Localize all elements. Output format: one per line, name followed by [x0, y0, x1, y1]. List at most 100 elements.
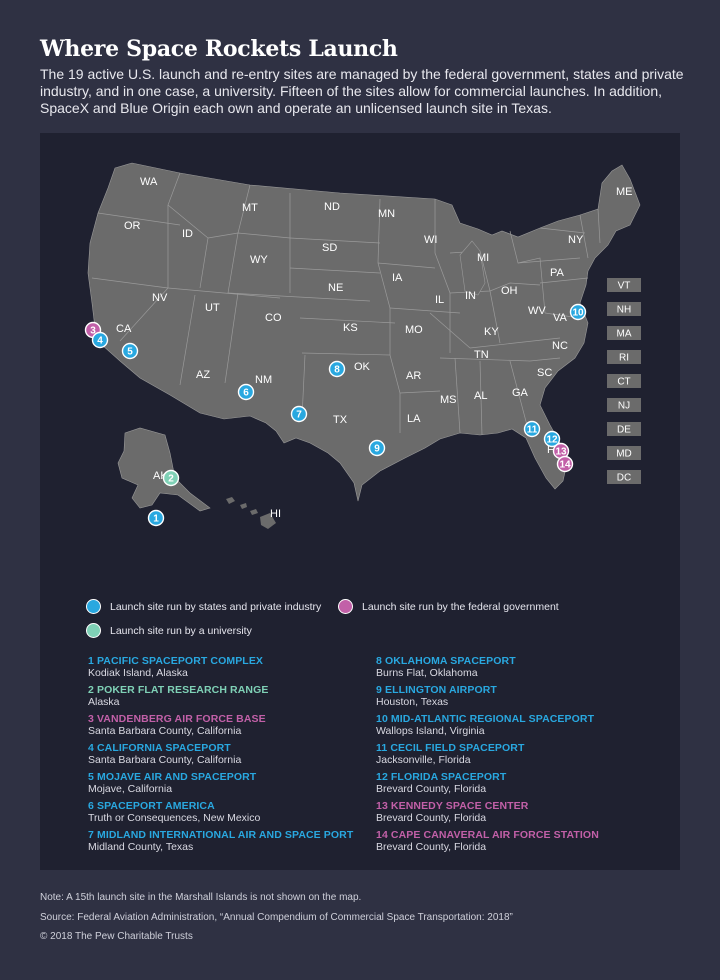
- site-marker-4[interactable]: 4: [91, 331, 109, 349]
- site-name: 12 FLORIDA SPACEPORT: [376, 771, 676, 783]
- site-name: 11 CECIL FIELD SPACEPORT: [376, 742, 676, 754]
- site-number: 8: [376, 655, 382, 667]
- site-name: 8 OKLAHOMA SPACEPORT: [376, 655, 676, 667]
- site-title: OKLAHOMA SPACEPORT: [384, 655, 516, 667]
- site-name: 2 POKER FLAT RESEARCH RANGE: [88, 684, 388, 696]
- state-label-sc: SC: [537, 367, 552, 379]
- state-label-ky: KY: [484, 326, 499, 338]
- svg-text:NH: NH: [617, 305, 631, 316]
- site-number: 3: [88, 713, 94, 725]
- state-label-ut: UT: [205, 302, 220, 314]
- site-marker-10[interactable]: 10: [569, 303, 587, 321]
- site-entry-13: 13 KENNEDY SPACE CENTER Brevard County, F…: [376, 800, 676, 824]
- ne-box-de: DE: [607, 422, 641, 436]
- legend-state-private: Launch site run by states and private in…: [86, 599, 321, 614]
- state-label-ny: NY: [568, 234, 584, 246]
- site-marker-11[interactable]: 11: [523, 420, 541, 438]
- legend-swatch-state-private: [86, 599, 101, 614]
- site-title: FLORIDA SPACEPORT: [390, 771, 507, 783]
- site-marker-8[interactable]: 8: [328, 360, 346, 378]
- state-label-ar: AR: [406, 370, 421, 382]
- site-entry-11: 11 CECIL FIELD SPACEPORT Jacksonville, Fl…: [376, 742, 676, 766]
- site-location: Brevard County, Florida: [376, 841, 487, 853]
- svg-text:5: 5: [127, 347, 133, 358]
- site-title: KENNEDY SPACE CENTER: [390, 800, 529, 812]
- state-borders: [91, 172, 601, 436]
- site-number: 13: [376, 800, 388, 812]
- site-title: MOJAVE AIR AND SPACEPORT: [96, 771, 257, 783]
- state-label-ms: MS: [440, 394, 457, 406]
- map-panel: WA OR MT ND MN ID SD WY WI MI NY ME NV UT CO NE IA IL IN OH…: [40, 133, 680, 870]
- ne-box-md: MD: [607, 446, 641, 460]
- svg-text:3: 3: [90, 326, 96, 337]
- state-label-mi: MI: [477, 252, 489, 264]
- site-number: 10: [376, 713, 388, 725]
- site-name: 13 KENNEDY SPACE CENTER: [376, 800, 676, 812]
- site-title: MIDLAND INTERNATIONAL AIR AND SPACE PORT: [96, 829, 354, 841]
- state-label-az: AZ: [196, 369, 210, 381]
- state-label-in: IN: [465, 290, 476, 302]
- ne-box-ct: CT: [607, 374, 641, 388]
- site-entry-3: 3 VANDENBERG AIR FORCE BASE Santa Barbara…: [88, 713, 388, 737]
- state-label-il: IL: [435, 294, 444, 306]
- legend-label-federal: Launch site run by the federal governmen…: [362, 600, 559, 613]
- site-number: 4: [88, 742, 94, 754]
- site-marker-7[interactable]: 7: [290, 405, 308, 423]
- site-number: 1: [88, 655, 94, 667]
- site-marker-5[interactable]: 5: [121, 342, 139, 360]
- site-number: 7: [88, 829, 94, 841]
- site-name: 1 PACIFIC SPACEPORT COMPLEX: [88, 655, 388, 667]
- ne-box-nj: NJ: [607, 398, 641, 412]
- site-location: Brevard County, Florida: [376, 783, 487, 795]
- site-title: PACIFIC SPACEPORT COMPLEX: [96, 655, 264, 667]
- svg-text:CT: CT: [617, 377, 630, 388]
- site-location: Truth or Consequences, New Mexico: [88, 812, 261, 824]
- state-label-nm: NM: [255, 374, 272, 386]
- site-name: 3 VANDENBERG AIR FORCE BASE: [88, 713, 388, 725]
- state-label-me: ME: [616, 186, 633, 198]
- svg-text:13: 13: [555, 447, 567, 458]
- state-label-tx: TX: [333, 414, 348, 426]
- site-name: 7 MIDLAND INTERNATIONAL AIR AND SPACE PO…: [88, 829, 388, 841]
- site-location: Burns Flat, Oklahoma: [376, 667, 478, 679]
- site-marker-12[interactable]: 12: [543, 430, 561, 448]
- site-marker-14[interactable]: 14: [556, 455, 574, 473]
- site-entry-14: 14 CAPE CANAVERAL AIR FORCE STATION Breva…: [376, 829, 676, 853]
- site-title: MID-ATLANTIC REGIONAL SPACEPORT: [390, 713, 595, 725]
- site-location: Wallops Island, Virginia: [376, 725, 485, 737]
- state-label-or: OR: [124, 220, 141, 232]
- legend-label-state-private: Launch site run by states and private in…: [110, 600, 322, 613]
- site-entry-10: 10 MID-ATLANTIC REGIONAL SPACEPORT Wallop…: [376, 713, 676, 737]
- site-marker-9[interactable]: 9: [368, 439, 386, 457]
- site-name: 6 SPACEPORT AMERICA: [88, 800, 388, 812]
- state-label-ks: KS: [343, 322, 358, 334]
- site-entry-1: 1 PACIFIC SPACEPORT COMPLEX Kodiak Island…: [88, 655, 388, 679]
- site-marker-2[interactable]: 2: [162, 469, 180, 487]
- state-label-nd: ND: [324, 201, 340, 213]
- state-label-nc: NC: [552, 340, 568, 352]
- site-marker-1[interactable]: 1: [147, 509, 165, 527]
- site-entry-2: 2 POKER FLAT RESEARCH RANGE Alaska: [88, 684, 388, 708]
- svg-text:RI: RI: [619, 353, 629, 364]
- site-entry-12: 12 FLORIDA SPACEPORT Brevard County, Flor…: [376, 771, 676, 795]
- site-entry-5: 5 MOJAVE AIR AND SPACEPORT Mojave, Califo…: [88, 771, 388, 795]
- site-entry-4: 4 CALIFORNIA SPACEPORT Santa Barbara Coun…: [88, 742, 388, 766]
- site-number: 14: [376, 829, 388, 841]
- site-entry-8: 8 OKLAHOMA SPACEPORT Burns Flat, Oklahoma: [376, 655, 676, 679]
- site-entry-9: 9 ELLINGTON AIRPORT Houston, Texas: [376, 684, 676, 708]
- svg-text:7: 7: [296, 410, 302, 421]
- site-number: 2: [88, 684, 94, 696]
- site-title: CAPE CANAVERAL AIR FORCE STATION: [390, 829, 599, 841]
- ne-box-nh: NH: [607, 302, 641, 316]
- site-name: 4 CALIFORNIA SPACEPORT: [88, 742, 388, 754]
- svg-text:14: 14: [559, 460, 571, 471]
- northeast-state-boxes: VT NH MA RI CT NJ DE MD DC: [607, 278, 641, 484]
- svg-text:6: 6: [243, 388, 249, 399]
- svg-text:MD: MD: [616, 449, 632, 460]
- site-location: Kodiak Island, Alaska: [88, 667, 188, 679]
- state-label-sd: SD: [322, 242, 337, 254]
- legend-label-university: Launch site run by a university: [110, 624, 252, 637]
- svg-text:NJ: NJ: [618, 401, 630, 412]
- site-marker-6[interactable]: 6: [237, 383, 255, 401]
- svg-text:8: 8: [334, 365, 340, 376]
